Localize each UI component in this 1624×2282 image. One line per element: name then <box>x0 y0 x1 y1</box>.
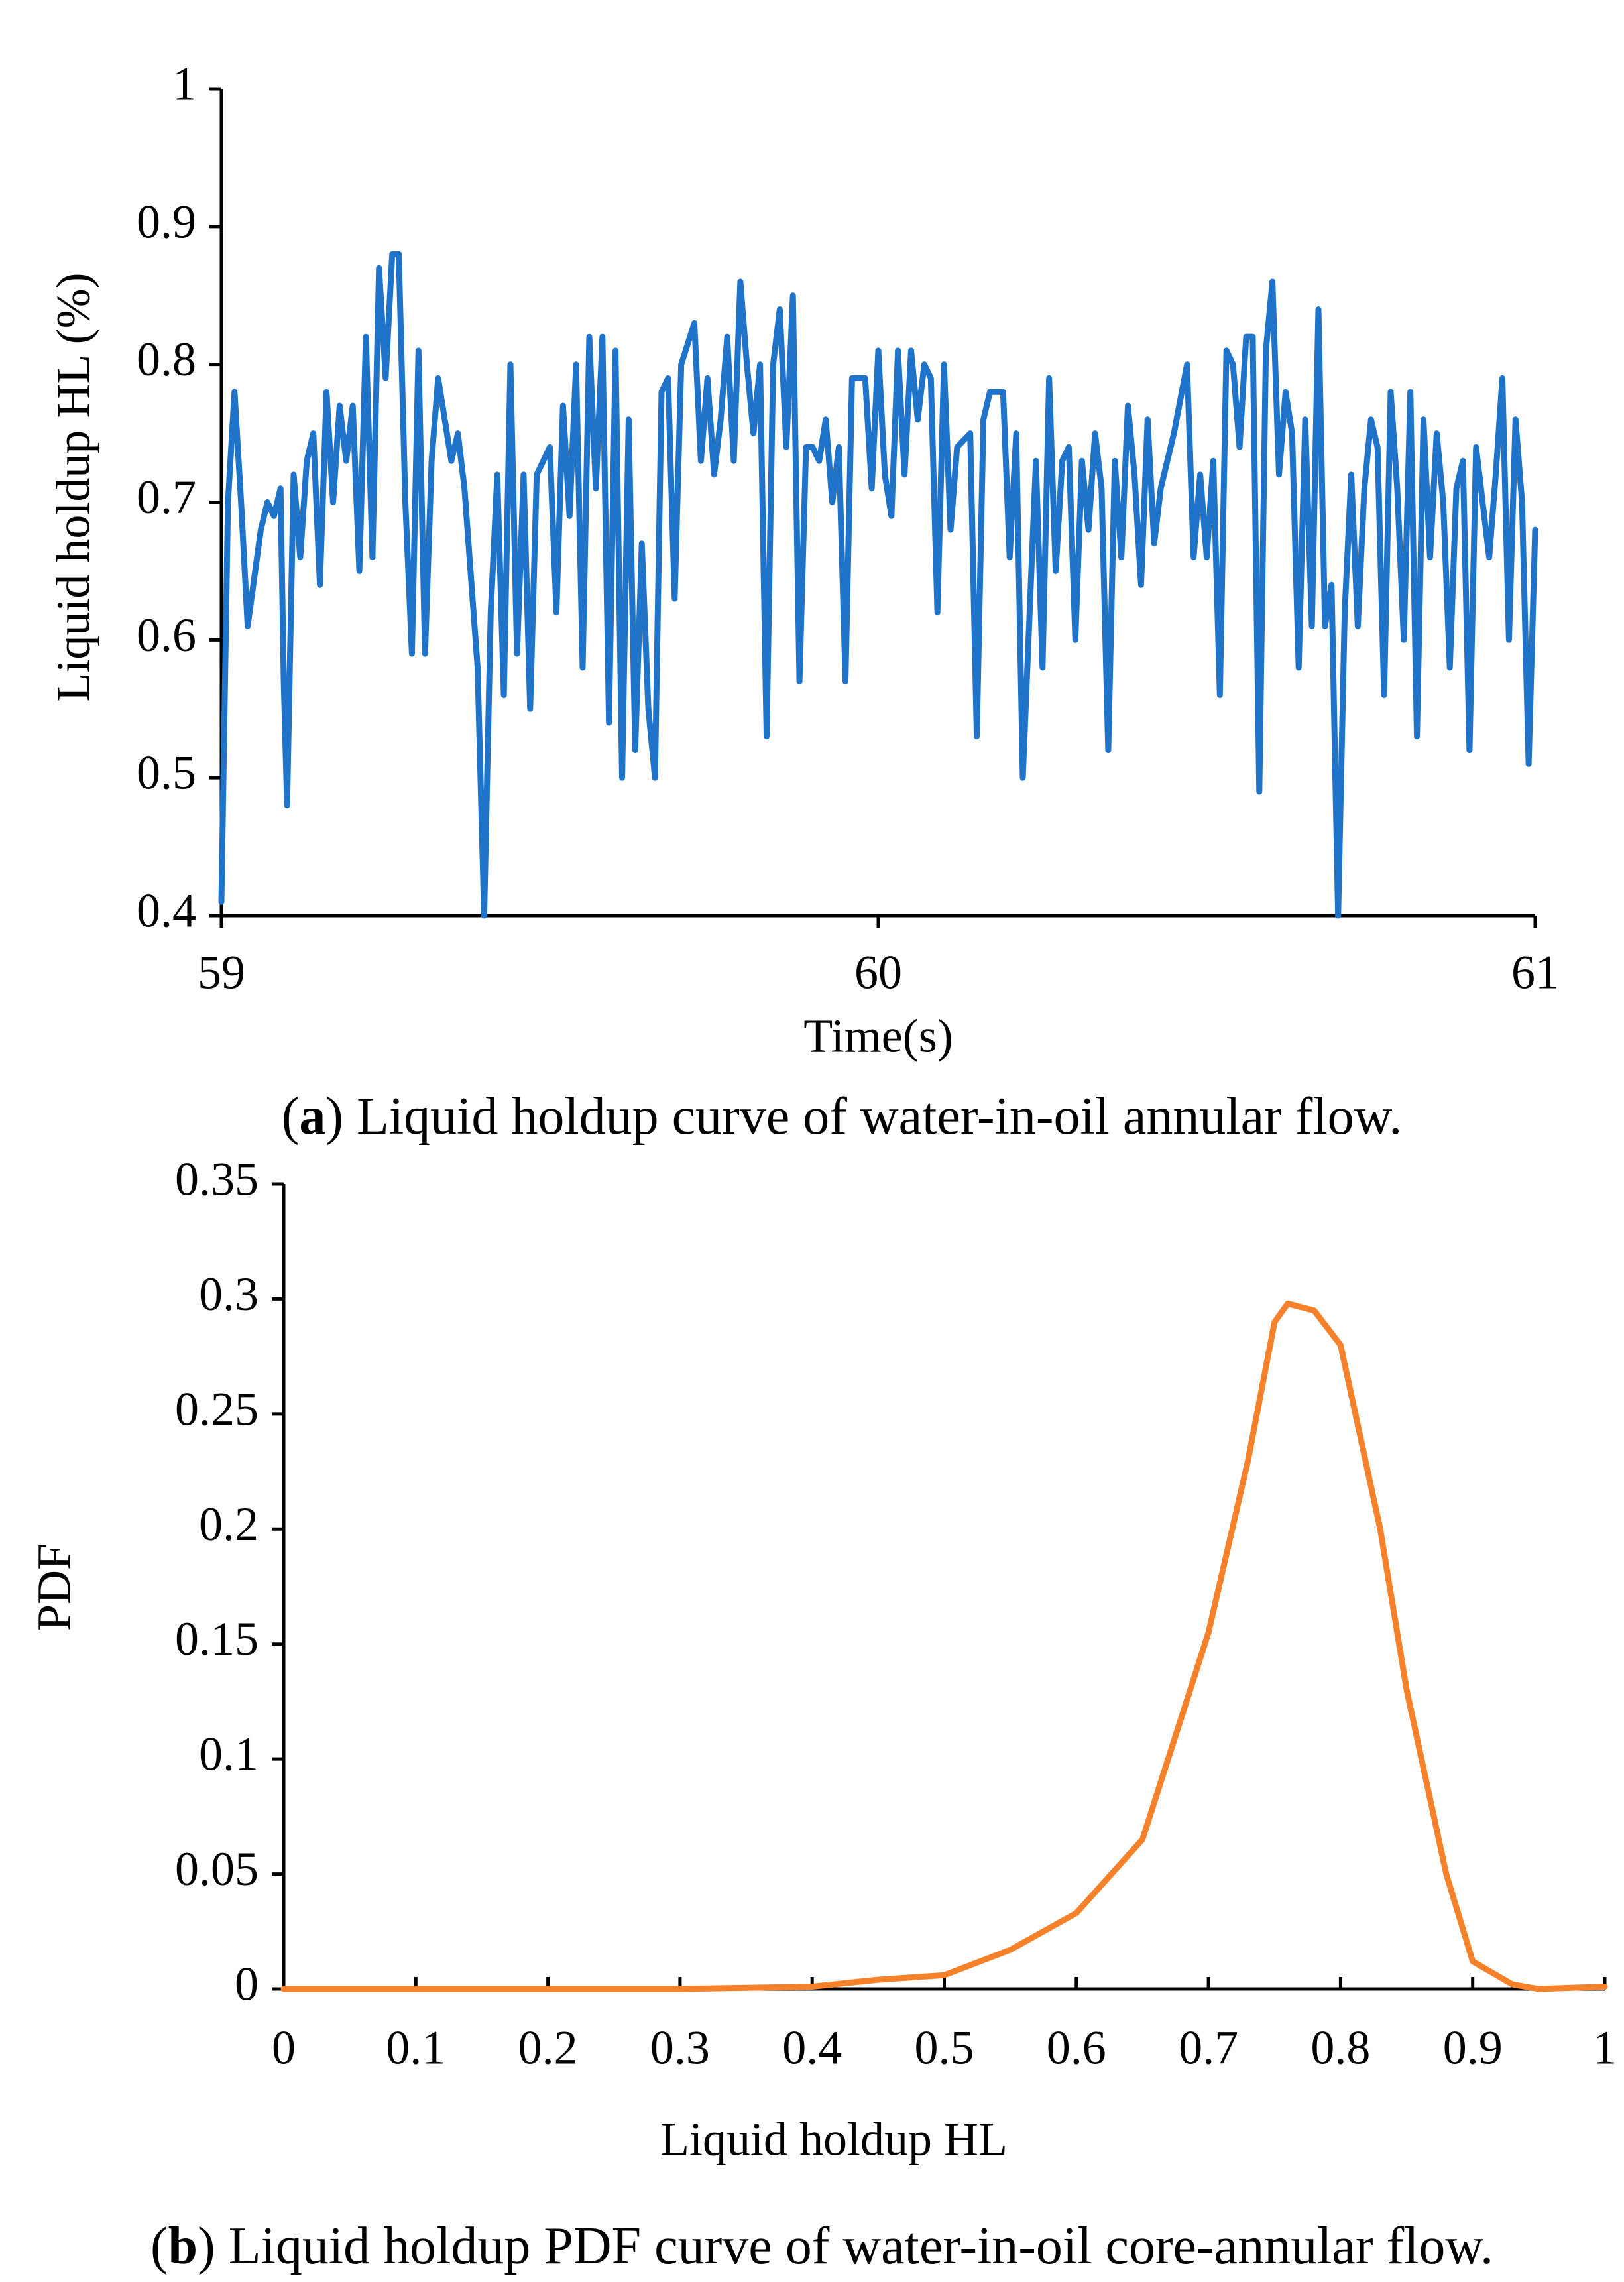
x-axis-title: Time(s) <box>803 1010 953 1063</box>
x-tick-label: 0.3 <box>650 2021 710 2074</box>
y-tick-label: 0.05 <box>175 1842 259 1895</box>
x-tick-label: 59 <box>198 946 245 999</box>
caption-label: b <box>168 2217 198 2275</box>
caption-part: ( <box>150 2217 168 2275</box>
x-tick-label: 1 <box>1593 2021 1617 2074</box>
y-tick-label: 0.8 <box>137 333 196 386</box>
x-tick-label: 61 <box>1511 946 1559 999</box>
y-tick-label: 1 <box>172 58 196 111</box>
data-line <box>218 251 1538 919</box>
x-tick-label: 0.9 <box>1443 2021 1503 2074</box>
y-tick-label: 0.7 <box>137 471 196 524</box>
y-tick-label: 0.35 <box>175 1153 259 1206</box>
caption-part: ) Liquid holdup curve of water-in-oil an… <box>325 1087 1402 1146</box>
y-tick-label: 0 <box>235 1958 259 2011</box>
x-tick-label: 0.1 <box>386 2021 445 2074</box>
y-tick-label: 0.2 <box>199 1498 259 1551</box>
caption-part: ) Liquid holdup PDF curve of water-in-oi… <box>198 2217 1493 2275</box>
caption-part: ( <box>282 1087 300 1146</box>
y-tick-label: 0.4 <box>137 884 196 937</box>
y-axis-title: PDF <box>28 1543 81 1631</box>
caption: (b) Liquid holdup PDF curve of water-in-… <box>150 2217 1493 2275</box>
caption: (a) Liquid holdup curve of water-in-oil … <box>282 1087 1402 1146</box>
x-tick-label: 0.4 <box>782 2021 842 2074</box>
y-tick-label: 0.3 <box>199 1268 259 1321</box>
data-line <box>280 1300 1608 1992</box>
y-tick-label: 0.25 <box>175 1382 259 1435</box>
y-tick-label: 0.15 <box>175 1612 259 1665</box>
x-tick-label: 0.8 <box>1310 2021 1370 2074</box>
x-tick-label: 0.6 <box>1047 2021 1106 2074</box>
x-tick-label: 0 <box>272 2021 296 2074</box>
y-axis-title: Liquid holdup HL (%) <box>47 272 100 701</box>
x-tick-label: 0.2 <box>518 2021 578 2074</box>
y-tick-label: 0.9 <box>137 195 196 248</box>
y-tick-label: 0.1 <box>199 1728 259 1781</box>
y-tick-label: 0.6 <box>137 609 196 662</box>
y-tick-label: 0.5 <box>137 747 196 800</box>
x-tick-label: 60 <box>854 946 902 999</box>
x-tick-label: 0.5 <box>915 2021 974 2074</box>
caption-label: a <box>299 1087 325 1146</box>
x-axis-title: Liquid holdup HL <box>660 2113 1008 2166</box>
x-tick-label: 0.7 <box>1179 2021 1238 2074</box>
